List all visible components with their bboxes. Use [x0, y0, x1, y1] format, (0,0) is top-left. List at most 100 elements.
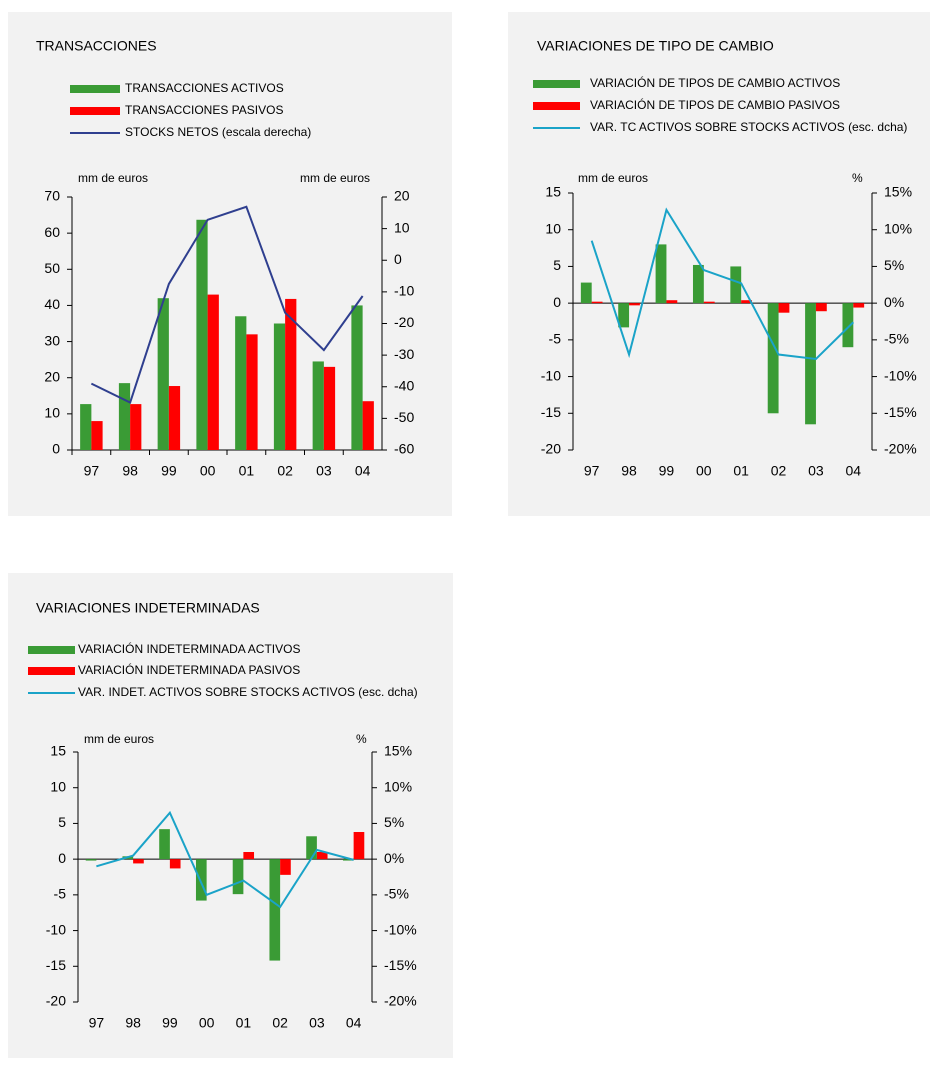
bar [133, 859, 144, 864]
legend-swatch [28, 667, 75, 675]
bar [232, 859, 244, 895]
y-tick-label: 40 [44, 296, 60, 312]
y2-axis-unit: % [852, 171, 863, 185]
bar [243, 852, 255, 860]
legend-label: VARIACIÓN DE TIPOS DE CAMBIO PASIVOS [590, 97, 840, 112]
bar [235, 316, 247, 450]
x-tick-label: 02 [277, 463, 293, 479]
y2-tick-label: 10% [384, 778, 412, 794]
y-tick-label: 10 [50, 778, 66, 794]
y2-tick-label: -15% [884, 404, 917, 420]
x-tick-label: 97 [84, 463, 100, 479]
y-tick-label: 5 [553, 257, 561, 273]
x-tick-label: 02 [272, 1015, 288, 1031]
bar [207, 294, 219, 450]
legend-label: VAR. TC ACTIVOS SOBRE STOCKS ACTIVOS (es… [590, 120, 907, 134]
y-tick-label: 15 [50, 743, 66, 759]
bar [91, 421, 103, 450]
bar [118, 383, 131, 450]
x-tick-label: 99 [659, 463, 675, 479]
line-series [590, 207, 855, 360]
bar [666, 300, 678, 304]
x-tick-label: 01 [239, 463, 255, 479]
y-tick-label: -15 [46, 957, 66, 973]
y2-tick-label: 0% [884, 294, 904, 310]
y2-axis-unit: mm de euros [300, 171, 370, 185]
y2-tick-label: -5% [384, 886, 409, 902]
line-series [90, 205, 364, 404]
x-tick-label: 04 [846, 463, 862, 479]
x-tick-label: 99 [162, 1015, 178, 1031]
x-tick-label: 01 [236, 1015, 252, 1031]
x-tick-label: 00 [200, 463, 216, 479]
y2-tick-label: -5% [884, 331, 909, 347]
bar [323, 366, 336, 450]
bar [853, 303, 865, 308]
y2-tick-label: -60 [394, 441, 414, 457]
bar [351, 305, 363, 450]
legend-label: VAR. INDET. ACTIVOS SOBRE STOCKS ACTIVOS… [78, 685, 418, 699]
y2-tick-label: 20 [394, 188, 410, 204]
bar [273, 323, 286, 450]
y-tick-label: 10 [545, 220, 561, 236]
x-tick-label: 01 [733, 463, 749, 479]
x-tick-label: 04 [346, 1015, 362, 1031]
y2-tick-label: 15% [384, 743, 412, 759]
chart-title: VARIACIONES INDETERMINADAS [36, 600, 260, 616]
y2-axis-unit: % [356, 732, 367, 746]
y-tick-label: 10 [44, 405, 60, 421]
bar [157, 298, 169, 450]
bar [629, 303, 640, 306]
chart-title: TRANSACCIONES [36, 38, 157, 54]
bar [805, 303, 816, 425]
y2-tick-label: -10 [394, 283, 414, 299]
legend-label: VARIACIÓN DE TIPOS DE CAMBIO ACTIVOS [590, 75, 840, 90]
y-axis-unit: mm de euros [578, 171, 648, 185]
x-tick-label: 97 [584, 463, 600, 479]
x-tick-label: 02 [771, 463, 787, 479]
y2-tick-label: -40 [394, 377, 414, 393]
x-tick-label: 98 [122, 463, 138, 479]
y-tick-label: -5 [54, 886, 67, 902]
bar [342, 859, 354, 861]
y-tick-label: -20 [541, 441, 561, 457]
y-tick-label: -10 [46, 921, 66, 937]
x-tick-label: 03 [309, 1015, 325, 1031]
legend-label: TRANSACCIONES PASIVOS [125, 103, 283, 117]
y2-tick-label: -50 [394, 409, 414, 425]
y2-tick-label: 10 [394, 219, 410, 235]
x-tick-label: 03 [808, 463, 824, 479]
x-tick-label: 99 [161, 463, 177, 479]
y-tick-label: -10 [541, 367, 561, 383]
legend-label: TRANSACCIONES ACTIVOS [125, 81, 284, 95]
bar [655, 244, 667, 304]
y2-tick-label: 10% [884, 220, 912, 236]
bar [362, 401, 374, 450]
bar [778, 303, 790, 313]
bar [741, 300, 753, 304]
y-tick-label: 60 [44, 224, 60, 240]
chart-title: VARIACIONES DE TIPO DE CAMBIO [537, 38, 774, 54]
legend-label: STOCKS NETOS (escala derecha) [125, 125, 311, 139]
bar [269, 859, 281, 961]
legend-label: VARIACIÓN INDETERMINADA PASIVOS [78, 662, 300, 677]
y-tick-label: 20 [44, 368, 60, 384]
bar [80, 404, 92, 450]
y-tick-label: 30 [44, 332, 60, 348]
bar [246, 334, 258, 450]
y-tick-label: 50 [44, 260, 60, 276]
legend-swatch [70, 85, 120, 93]
bar [169, 859, 181, 869]
bar [280, 859, 291, 875]
legend-swatch [28, 646, 75, 654]
y2-tick-label: -20% [884, 441, 917, 457]
bar [353, 832, 365, 860]
y-tick-label: 0 [58, 850, 66, 866]
bar [842, 303, 854, 348]
y2-tick-label: 0% [384, 850, 404, 866]
y-tick-label: 5 [58, 814, 66, 830]
bar [312, 361, 324, 450]
x-tick-label: 98 [621, 463, 637, 479]
bar [159, 829, 170, 860]
